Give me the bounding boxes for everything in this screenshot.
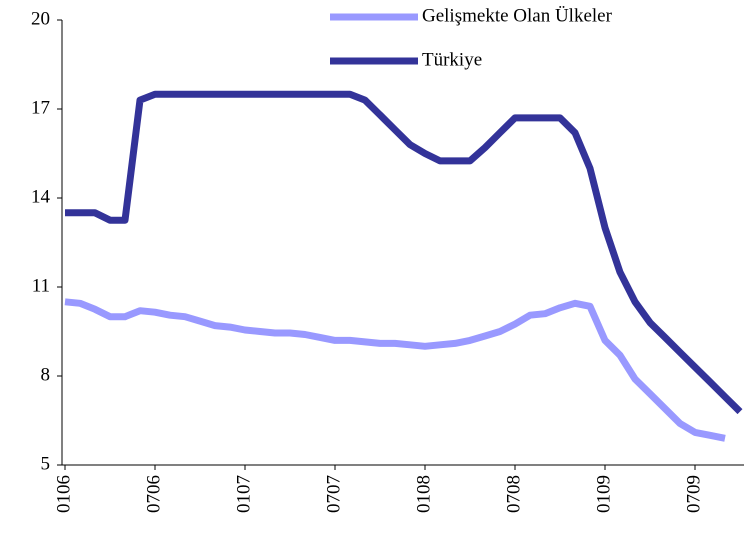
legend-label: Türkiye <box>422 49 482 70</box>
x-tick-label: 0108 <box>413 475 434 513</box>
x-tick-label: 0106 <box>53 475 74 513</box>
y-tick-label: 20 <box>31 8 50 29</box>
y-tick-label: 17 <box>31 97 50 118</box>
x-tick-label: 0707 <box>323 475 344 513</box>
series-line <box>64 298 726 442</box>
legend-label: Gelişmekte Olan Ülkeler <box>422 5 613 26</box>
x-tick-label: 0107 <box>233 475 254 513</box>
x-tick-label: 0109 <box>593 475 614 513</box>
y-tick-label: 5 <box>41 453 51 474</box>
y-tick-label: 8 <box>41 364 51 385</box>
series-line <box>65 90 743 415</box>
x-tick-label: 0708 <box>503 475 524 513</box>
x-tick-label: 0706 <box>143 475 164 513</box>
y-tick-label: 11 <box>32 275 50 296</box>
x-tick-label: 0709 <box>683 475 704 513</box>
y-tick-label: 14 <box>31 186 51 207</box>
